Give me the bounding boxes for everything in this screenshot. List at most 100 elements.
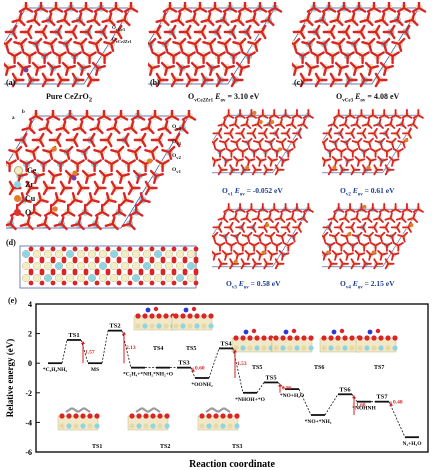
axis-label-a: a — [12, 116, 15, 121]
caption-c: OvCe3 Eov = 4.08 eV — [336, 92, 400, 104]
structure-inset-image — [355, 328, 398, 353]
barrier-value: 1.68 — [356, 403, 366, 409]
panel-letter-a: (a) — [6, 78, 16, 87]
connector-line — [190, 367, 196, 379]
barrier-arrowhead — [278, 383, 282, 387]
state-label: MS — [91, 367, 99, 373]
label-ovce2zr1: OvCe2Zr1 — [112, 38, 132, 44]
y-tick-label: 4 — [28, 300, 32, 309]
legend-zr-dot — [14, 181, 21, 188]
y-tick-label: 2 — [28, 330, 32, 339]
ts-label: TS1 — [68, 332, 79, 339]
state-label: *OONH₂ — [191, 382, 213, 388]
lattice-d-image — [6, 110, 197, 231]
panel-letter-d: (d) — [6, 238, 16, 247]
inset-label: TS6 — [314, 365, 324, 371]
vacancy-v2-image — [322, 108, 424, 176]
inset-label: TS7 — [374, 365, 384, 371]
inset-label: TS4 — [153, 346, 163, 352]
connector-line — [208, 348, 220, 379]
connector-line — [121, 330, 132, 368]
legend-o-label: O — [25, 208, 32, 217]
state-label: *C₂H₄NH₂ — [43, 367, 68, 373]
legend-cu: Cu — [14, 194, 35, 203]
legend-ce: Ce — [14, 166, 36, 175]
structure-inset-image — [231, 328, 274, 353]
axis-label-b: b — [22, 110, 25, 115]
vacancy-v4-image — [322, 202, 424, 270]
barrier-arrowhead — [233, 349, 237, 353]
ts-label: TS2 — [109, 323, 120, 330]
inset-label: TS3 — [232, 444, 242, 450]
energy-profile-chart: 4 2 0 -2 -4 -6 Relative energy (eV) Reaction co… — [5, 300, 429, 470]
caption-v2: Ov2 Eov = 0.61 eV — [340, 186, 395, 198]
barrier-arrowhead — [122, 331, 126, 335]
inset-label: TS1 — [92, 444, 102, 450]
barrier-arrowhead — [191, 368, 195, 372]
state-label: N₂+H₂O — [403, 441, 423, 447]
legend-zr: Zr — [14, 180, 34, 189]
lattice-a-image — [4, 2, 139, 88]
y-axis-label: Relative energy (eV) — [5, 339, 15, 417]
ts-label: TS7 — [376, 394, 388, 401]
caption-v4: Ov4 Eov = 2.15 eV — [340, 279, 395, 291]
caption-v1: Ov1 Eov = -0.052 eV — [222, 186, 283, 198]
legend-cu-dot — [14, 195, 21, 202]
y-tick-label: 0 — [28, 359, 32, 368]
y-tick-label: -4 — [25, 418, 32, 427]
label-ovce3: OvCe3 — [112, 26, 125, 32]
connector-line — [324, 394, 339, 416]
connector-line — [256, 382, 265, 394]
caption-a: Pure CeZrO2 — [46, 92, 93, 104]
ts-label: TS3 — [178, 360, 190, 367]
structure-inset-image — [171, 306, 214, 331]
lattice-c-image — [292, 2, 427, 88]
state-label: *NO+*NH₃ — [305, 419, 332, 425]
barrier-value: 0.48 — [393, 400, 403, 406]
state-label: *NOHNH — [352, 406, 376, 412]
state-label: *NHOH+*O — [235, 397, 265, 403]
vacancy-v1-image — [212, 108, 314, 176]
label-ov2: Ov2 — [172, 153, 181, 161]
label-ov4: Ov4 — [172, 124, 181, 132]
state-label: *C₂H₄+*NH₂ — [123, 372, 153, 378]
panel-letter-e: (e) — [8, 296, 17, 305]
connector-line — [388, 401, 406, 438]
panel-letter-c: (c) — [294, 78, 303, 87]
legend-zr-label: Zr — [25, 180, 34, 189]
inset-label: TS5 — [186, 346, 196, 352]
barrier-value: 1.53 — [237, 361, 247, 367]
barrier-arrowhead — [389, 402, 393, 406]
ts-label: TS4 — [220, 340, 232, 347]
structure-inset-image — [57, 407, 100, 431]
barrier-arrowhead — [352, 395, 356, 399]
x-axis-label: Reaction coordinate — [189, 459, 275, 470]
vacancy-v3-image — [212, 202, 314, 270]
label-ov1: Ov1 — [172, 167, 181, 175]
lattice-b-image — [148, 2, 283, 88]
legend-o: O — [14, 208, 31, 217]
inset-label: TS2 — [160, 444, 170, 450]
barrier-value: 0.86 — [282, 386, 292, 392]
ts-label: TS6 — [339, 386, 351, 393]
ts-label: TS5 — [265, 374, 277, 381]
panel-letter-b: (b) — [150, 78, 160, 87]
state-label: *NH₂+O — [153, 372, 174, 378]
barrier-arrowhead — [81, 340, 85, 344]
legend-cu-label: Cu — [25, 194, 36, 203]
barrier-value: 1.57 — [85, 350, 95, 356]
inset-label: TS5 — [252, 365, 262, 371]
structure-inset-image — [127, 407, 170, 431]
connector-line — [101, 330, 109, 364]
structure-inset-image — [271, 328, 314, 353]
structure-inset-image — [197, 407, 240, 431]
y-tick-label: -6 — [25, 448, 32, 457]
slab-side-view-image — [19, 245, 199, 289]
chart-frame — [35, 303, 429, 453]
connector-line — [298, 388, 312, 416]
state-label: *NO+H₂O — [280, 393, 305, 399]
legend-ce-label: Ce — [27, 166, 37, 175]
barrier-value: 2.13 — [126, 345, 136, 351]
structure-inset-image — [319, 328, 362, 353]
legend-ce-dot — [14, 166, 23, 175]
